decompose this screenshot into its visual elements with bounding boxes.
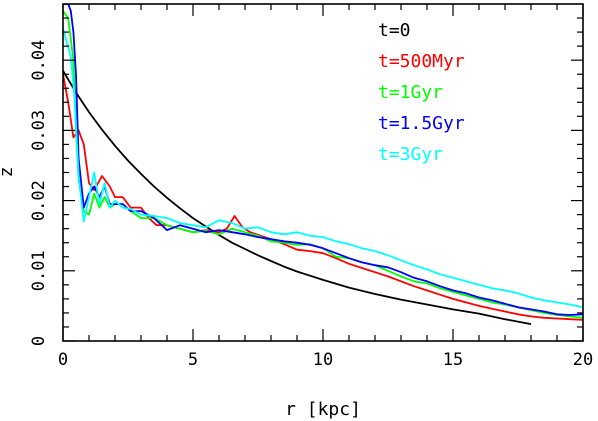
legend: t=0 t=500Myr t=1Gyr t=1.5Gyr t=3Gyr xyxy=(378,20,465,165)
x-tick-label: 0 xyxy=(58,350,68,370)
tick-layer: 0 5 10 15 20 0 0.01 0.02 0.03 0.04 xyxy=(29,4,593,370)
series-line-3 xyxy=(63,4,583,316)
series-layer xyxy=(63,4,583,325)
series-line-1 xyxy=(63,74,583,321)
legend-entry-2: t=1Gyr xyxy=(378,82,443,103)
legend-entry-0: t=0 xyxy=(378,20,411,41)
legend-entry-4: t=3Gyr xyxy=(378,144,443,165)
x-axis-title: r [kpc] xyxy=(285,399,361,420)
series-line-2 xyxy=(63,10,583,319)
y-axis-title: z xyxy=(0,167,17,178)
series-line-0 xyxy=(63,70,532,325)
legend-entry-1: t=500Myr xyxy=(378,51,465,72)
x-tick-label: 15 xyxy=(443,350,463,370)
x-tick-label: 10 xyxy=(313,350,333,370)
y-tick-label: 0.04 xyxy=(29,40,49,81)
y-tick-label: 0.03 xyxy=(29,110,49,151)
legend-entry-3: t=1.5Gyr xyxy=(378,113,465,134)
x-tick-label: 20 xyxy=(573,350,593,370)
y-tick-label: 0.01 xyxy=(29,250,49,291)
y-tick-label: 0 xyxy=(29,336,49,346)
x-tick-label: 5 xyxy=(188,350,198,370)
series-line-4 xyxy=(63,28,583,309)
y-tick-label: 0.02 xyxy=(29,180,49,221)
